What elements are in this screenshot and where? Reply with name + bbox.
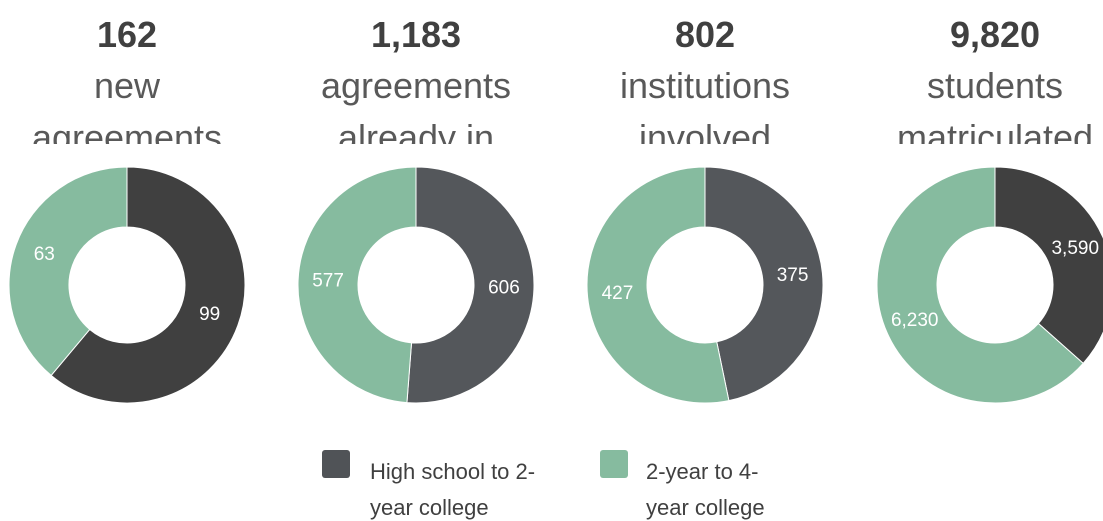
kpi-value: 9,820	[949, 14, 1041, 55]
kpi-caption: agreements already in	[320, 65, 512, 144]
data-label: 6,230	[891, 310, 939, 331]
data-label: 99	[199, 304, 220, 325]
kpi-value: 162	[96, 14, 158, 55]
kpi-value: 802	[674, 14, 736, 55]
data-label: 375	[777, 265, 809, 286]
donut-segment	[994, 166, 1103, 365]
donut-segment	[297, 166, 417, 404]
legend-swatch	[322, 450, 350, 478]
legend-label: 2-year to 4-year college	[646, 459, 765, 520]
data-label: 577	[312, 271, 344, 292]
legend-swatch	[600, 450, 628, 478]
kpi-caption: new agreements	[31, 65, 223, 144]
kpi-caption: students matriculated	[896, 65, 1094, 144]
donut-segment	[406, 166, 535, 404]
donut-segment	[704, 166, 824, 402]
data-label: 606	[488, 277, 520, 298]
data-label: 427	[602, 283, 634, 304]
donut-segment	[876, 166, 1084, 404]
data-label: 3,590	[1051, 238, 1099, 259]
kpi-value: 1,183	[370, 14, 462, 55]
legend-label: High school to 2-year college	[370, 459, 536, 520]
donut-segment	[8, 166, 128, 377]
donut-segment	[586, 166, 730, 404]
kpi-caption: institutions involved	[619, 65, 791, 144]
data-label: 63	[34, 244, 55, 265]
donut-segment	[50, 166, 246, 404]
